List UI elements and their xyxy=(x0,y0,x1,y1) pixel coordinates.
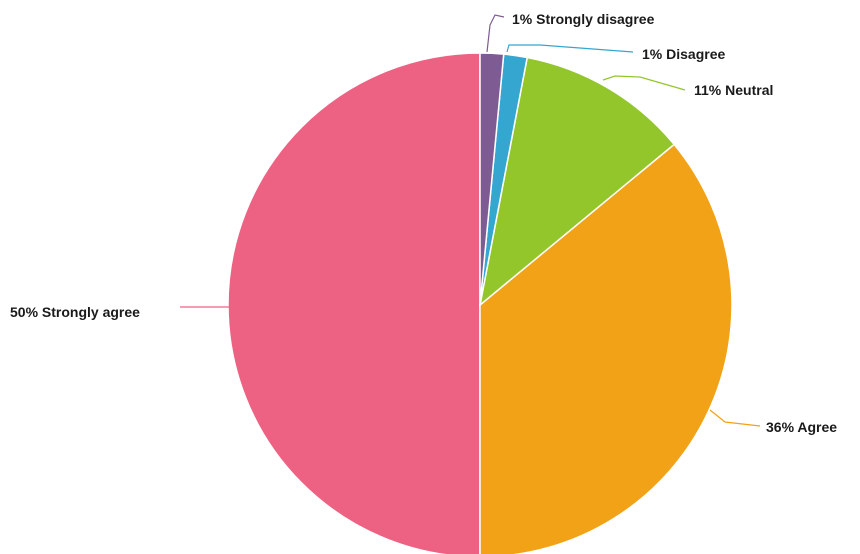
slice-labels: 50% Strongly agree 36% Agree 11% Neutral 1%… xyxy=(10,11,837,435)
pie-slice-neutral xyxy=(478,56,676,307)
leader-line-strongly-disagree xyxy=(486,14,505,53)
pie-slices xyxy=(227,52,733,554)
slice-label-agree: 36% Agree xyxy=(766,419,837,435)
leader-line-neutral xyxy=(602,75,686,91)
slice-label-disagree: 1% Disagree xyxy=(642,46,725,62)
leader-lines xyxy=(180,14,761,427)
pie-slice-strongly-disagree xyxy=(479,52,505,306)
leader-line-agree xyxy=(709,409,761,427)
leader-line-disagree xyxy=(506,44,634,53)
slice-label-neutral: 11% Neutral xyxy=(694,82,773,98)
pie-slice-agree xyxy=(479,143,733,554)
pie-slice-strongly-agree xyxy=(227,52,481,554)
slice-label-strongly-agree: 50% Strongly agree xyxy=(10,304,140,320)
slice-label-strongly-disagree: 1% Strongly disagree xyxy=(512,11,655,27)
